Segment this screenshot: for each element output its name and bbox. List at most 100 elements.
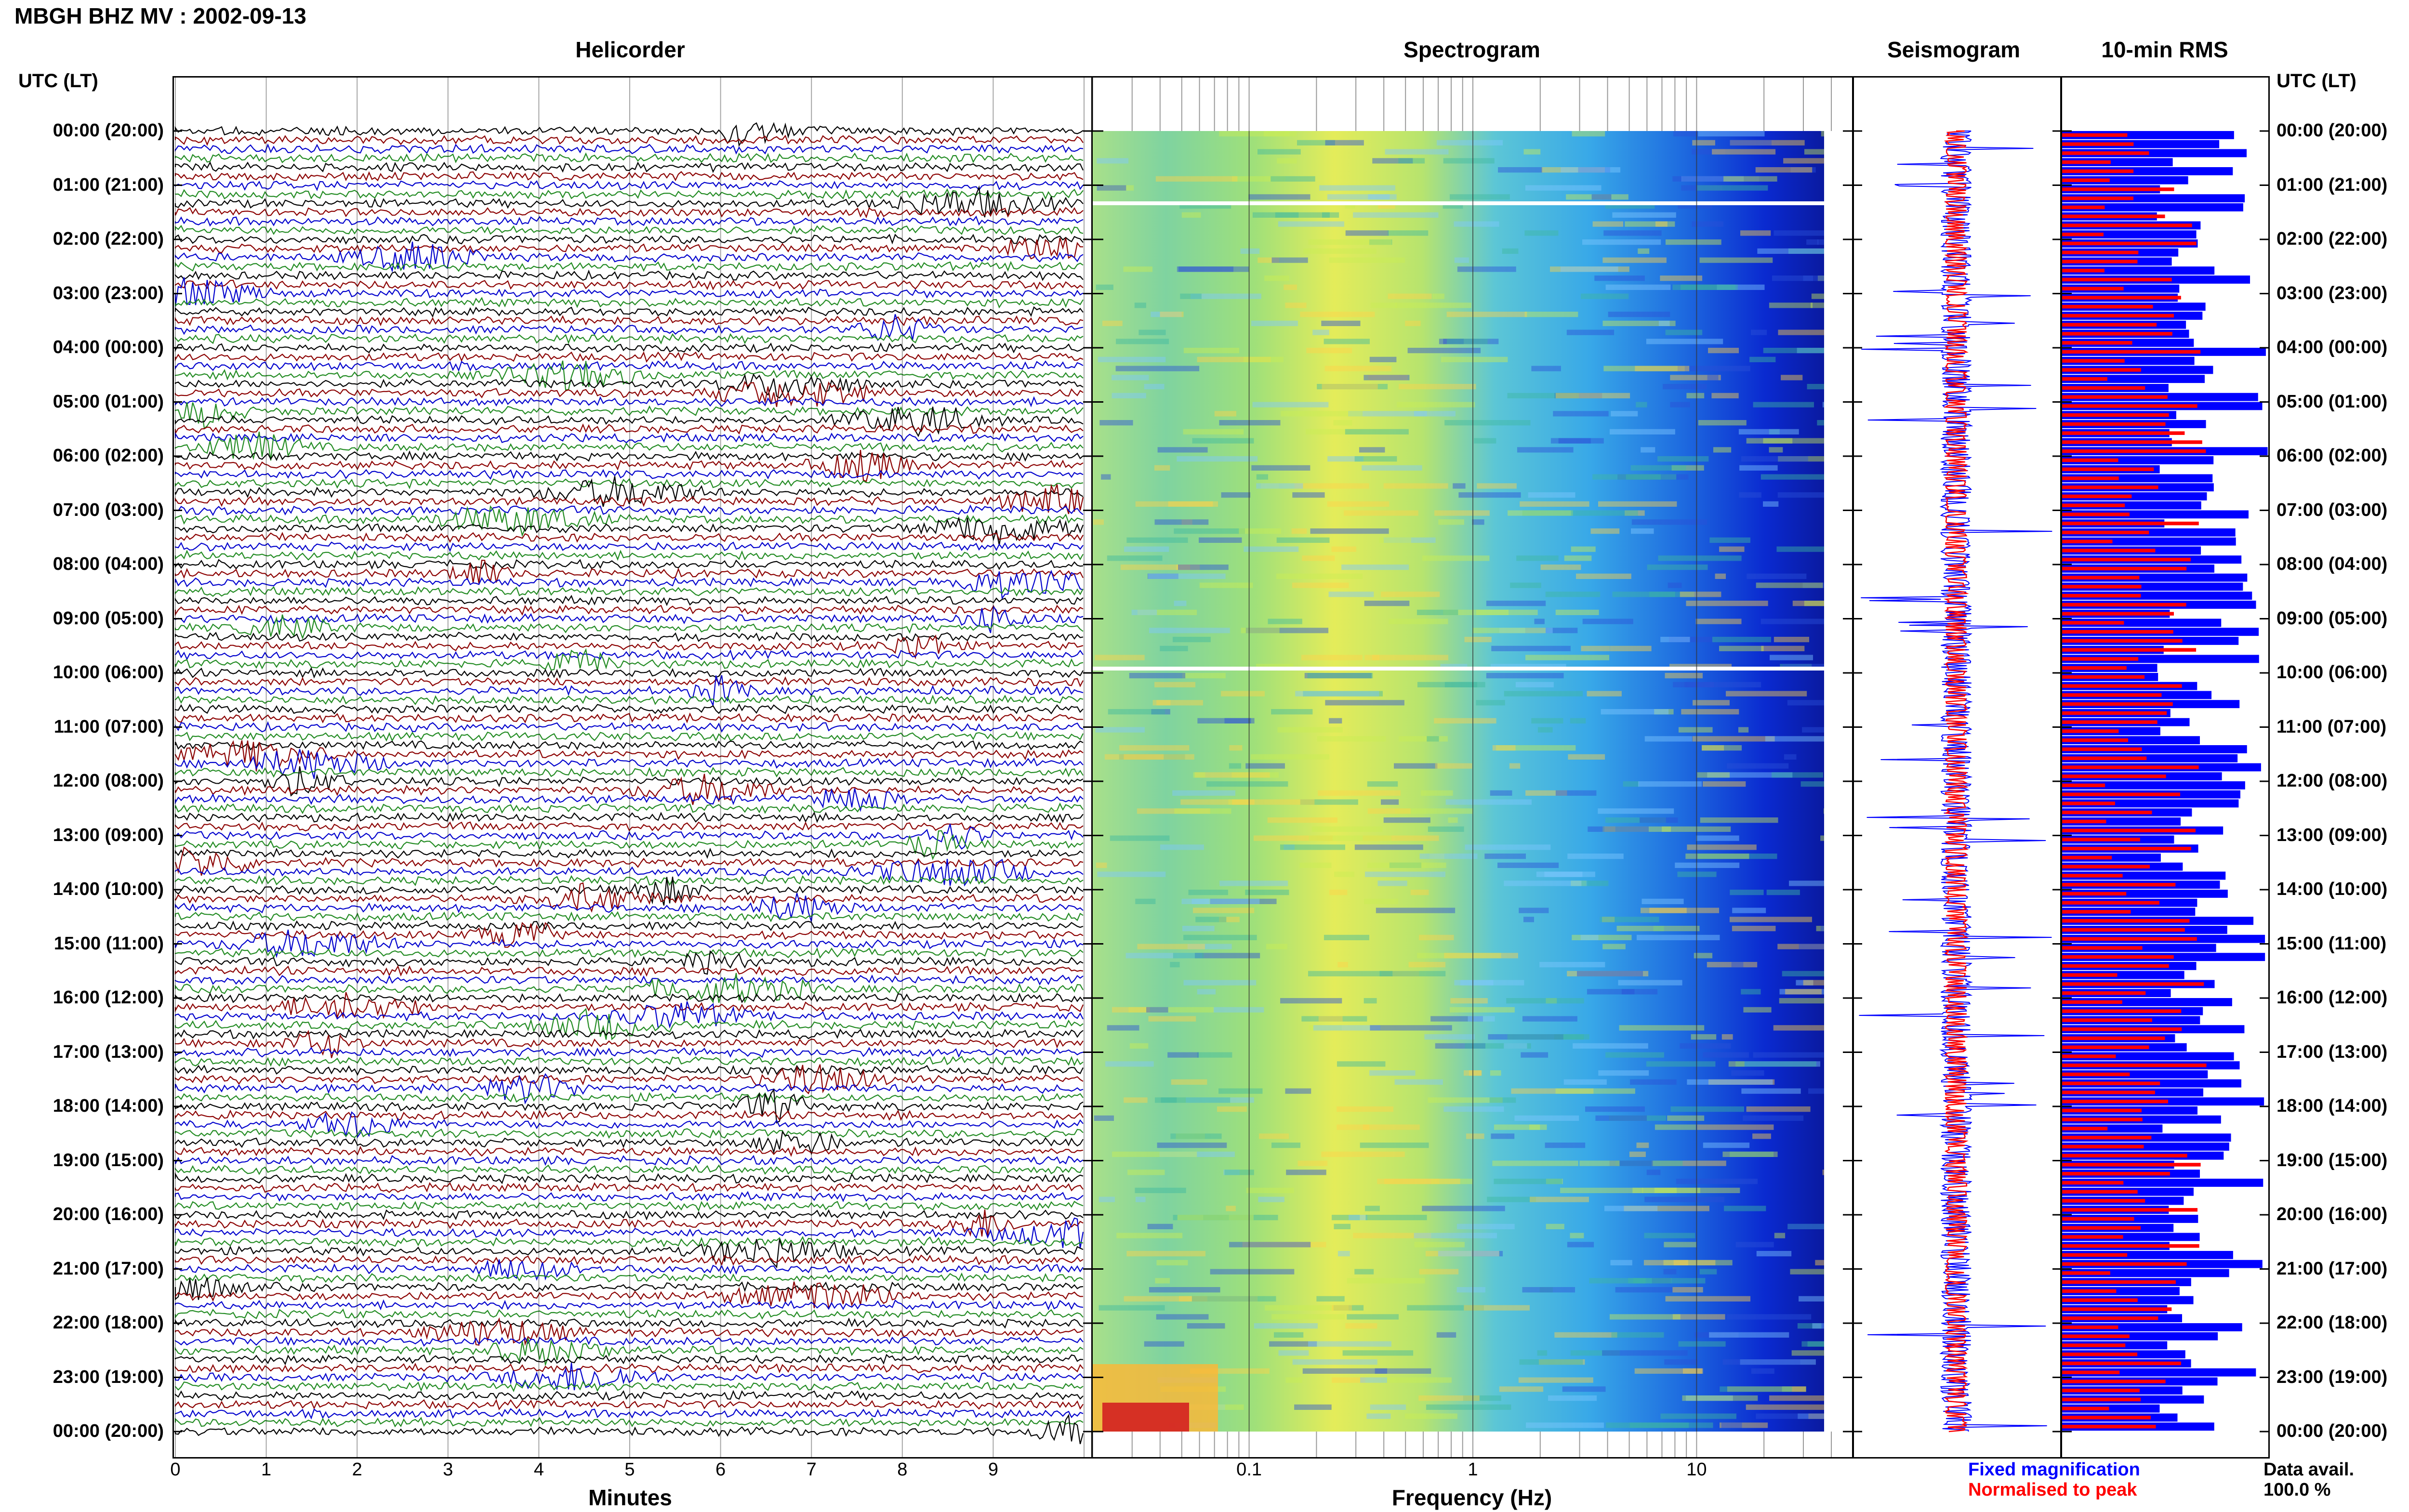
rms-bar-normalised (2062, 901, 2159, 905)
time-label-left: 01:00 (21:00) (53, 174, 164, 195)
helicorder-trace (174, 279, 1084, 290)
helicorder-trace (174, 478, 1084, 489)
helicorder-trace (174, 237, 1084, 260)
time-label-left: 02:00 (22:00) (53, 229, 164, 249)
spectrogram-streaks (1093, 131, 1824, 1428)
helicorder-trace (174, 605, 1084, 633)
helicorder-trace (174, 1109, 1084, 1121)
rms-bar-normalised (2062, 287, 2124, 290)
time-label-right: 05:00 (01:00) (2277, 391, 2388, 412)
minute-tick-label: 2 (352, 1459, 362, 1480)
rms-bar-normalised (2062, 1163, 2201, 1167)
rms-bar-normalised (2062, 440, 2202, 444)
helicorder-trace (174, 731, 1084, 742)
helicorder-trace (174, 1182, 1084, 1193)
rms-bar-normalised (2062, 1226, 2141, 1230)
rms-bar-normalised (2062, 964, 2169, 968)
helicorder-trace (174, 1317, 1084, 1329)
helicorder-trace (174, 504, 1084, 516)
helicorder-trace (174, 396, 1084, 408)
helicorder-trace (174, 992, 1084, 1003)
time-label-right: 12:00 (08:00) (2277, 771, 2388, 791)
rms-bar-normalised (2062, 1217, 2134, 1221)
rms-bar-fixed (2062, 745, 2247, 753)
time-label-right: 15:00 (11:00) (2277, 933, 2387, 954)
rms-bar-normalised (2062, 846, 2191, 851)
helicorder-trace (174, 1259, 1084, 1281)
rms-bar-normalised (2062, 314, 2174, 318)
rms-bar-normalised (2062, 1298, 2138, 1302)
rms-bar-normalised (2062, 557, 2191, 562)
rms-bar-normalised (2062, 855, 2112, 860)
helicorder-trace (174, 373, 1084, 399)
rms-bar-normalised (2062, 404, 2197, 408)
rms-bar-normalised (2062, 1009, 2182, 1013)
helicorder-trace (174, 695, 1084, 706)
time-label-left: 22:00 (18:00) (53, 1313, 164, 1333)
helicorder-trace (174, 749, 1084, 779)
rms-bar-fixed (2062, 618, 2222, 627)
helicorder-trace (174, 541, 1084, 552)
helicorder-trace (174, 594, 1084, 606)
time-label-right: 09:00 (05:00) (2277, 608, 2388, 629)
rms-bar-normalised (2062, 1108, 2142, 1113)
rms-bar-normalised (2062, 838, 2140, 841)
rms-bar-normalised (2062, 1280, 2176, 1284)
time-label-right: 02:00 (22:00) (2277, 229, 2388, 249)
helicorder-trace (174, 1381, 1084, 1393)
helicorder-trace (174, 532, 1084, 543)
rms-bar-normalised (2062, 612, 2174, 616)
spectrogram-hotspot-core (1102, 1403, 1189, 1432)
rms-bar-fixed (2062, 167, 2233, 175)
rms-bar-normalised (2062, 1289, 2117, 1293)
time-label-right: 08:00 (04:00) (2277, 554, 2388, 574)
legend-normalised-to-peak: Normalised to peak (1968, 1480, 2137, 1500)
rms-bar-normalised (2062, 648, 2197, 652)
rms-bar-normalised (2062, 621, 2124, 625)
rms-bar-normalised (2062, 1072, 2130, 1077)
helicorder-trace (174, 788, 1084, 813)
rms-bar-fixed (2062, 582, 2243, 591)
helicorder-trace (174, 712, 1084, 723)
rms-bar-fixed (2062, 971, 2184, 979)
helicorder-trace (174, 1155, 1084, 1166)
helicorder-trace (174, 1128, 1084, 1139)
helicorder-trace (174, 134, 1084, 146)
helicorder-trace (174, 185, 1084, 218)
rms-bar-normalised (2062, 476, 2119, 480)
rms-bar-normalised (2062, 603, 2186, 607)
rms-bar-normalised (2062, 892, 2127, 896)
time-label-right: 18:00 (14:00) (2277, 1096, 2388, 1116)
rms-bar-normalised (2062, 530, 2149, 535)
rms-bar-normalised (2062, 1099, 2168, 1104)
utc-header-right: UTC (LT) (2277, 70, 2356, 92)
rms-bar-normalised (2062, 792, 2181, 796)
rms-bar-fixed (2062, 537, 2236, 546)
rms-bar-normalised (2062, 151, 2149, 155)
helicorder-trace (174, 449, 1084, 482)
rms-bar-normalised (2062, 1127, 2108, 1131)
rms-bar-normalised (2062, 386, 2145, 390)
helicorder-trace (174, 875, 1084, 886)
rms-bar-normalised (2062, 1036, 2165, 1040)
helicorder-trace (174, 965, 1084, 977)
rms-bar-normalised (2062, 1054, 2116, 1058)
rms-bar-normalised (2062, 702, 2173, 706)
time-label-right: 19:00 (15:00) (2277, 1150, 2388, 1170)
helicorder-trace (174, 1073, 1084, 1105)
seismogram-traces (1859, 130, 2052, 1433)
rms-bar-fixed (2062, 1179, 2263, 1187)
time-label-right: 00:00 (20:00) (2277, 1421, 2388, 1441)
helicorder-trace (174, 333, 1084, 345)
helicorder-trace (174, 277, 1084, 307)
rms-bar-normalised (2062, 1244, 2199, 1248)
helicorder-trace (174, 1164, 1084, 1175)
spectrogram-image (1093, 131, 1824, 1432)
helicorder-trace (174, 929, 1084, 959)
rms-bar-normalised (2062, 684, 2182, 688)
helicorder-trace (174, 882, 1084, 913)
frequency-tick-label: 10 (1686, 1459, 1707, 1480)
rms-bar-normalised (2062, 982, 2204, 986)
rms-bar-normalised (2062, 657, 2139, 661)
helicorder-trace (174, 314, 1084, 342)
